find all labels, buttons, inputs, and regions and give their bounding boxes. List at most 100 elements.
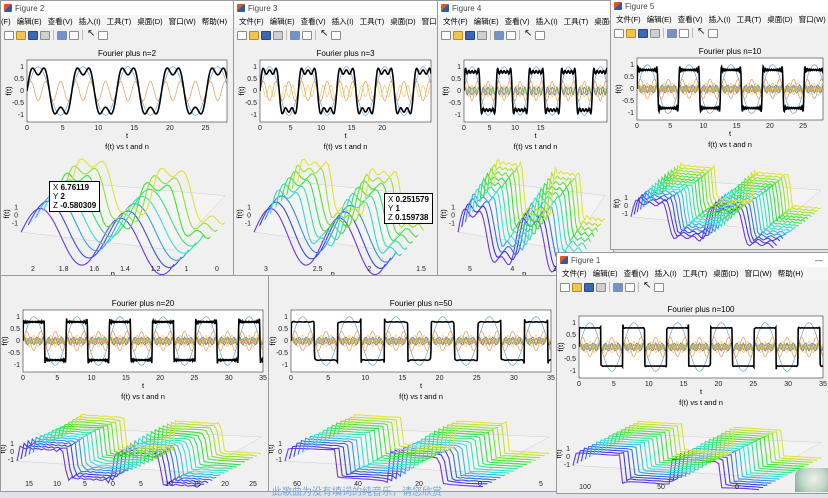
property-editor-icon[interactable] [654,282,664,292]
save-icon[interactable] [261,30,271,40]
menu-item[interactable]: 编辑(E) [592,269,618,278]
menu-item[interactable]: 插入(I) [654,269,677,278]
menu-item[interactable]: 编辑(E) [16,17,42,26]
menu-item[interactable]: 工具(T) [736,15,762,24]
menu-item[interactable]: 窗口(W) [744,269,772,278]
open-icon[interactable] [626,28,636,38]
pointer-icon[interactable] [642,280,652,292]
pointer-icon[interactable] [86,28,96,40]
menu-item[interactable]: 编辑(E) [646,15,672,24]
menu-item[interactable]: 插入(I) [78,17,101,26]
menu-item[interactable]: 查看(V) [504,17,530,26]
data-tip[interactable]: X 6.76119 Y 2 Z -0.580309 [49,181,101,212]
link-plot-icon[interactable] [290,30,300,40]
new-figure-icon[interactable] [441,30,451,40]
data-tip[interactable]: X 0.251579 Y 1 Z 0.159738 [384,193,433,224]
z-tick-label: 1 [14,204,18,211]
new-figure-icon[interactable] [237,30,247,40]
open-icon[interactable] [572,282,582,292]
menu-item[interactable]: 工具(T) [682,269,708,278]
link-plot-icon[interactable] [613,282,623,292]
new-figure-icon[interactable] [614,28,624,38]
menu-item[interactable]: 工具(T) [359,17,385,26]
new-figure-icon[interactable] [560,282,570,292]
open-icon[interactable] [249,30,259,40]
open-icon[interactable] [16,30,26,40]
menu-item[interactable]: 工具(T) [563,17,589,26]
insert-colorbar-icon[interactable] [506,30,516,40]
menu-item[interactable]: 编辑(E) [473,17,499,26]
menu-item[interactable]: 桌面(D) [767,15,793,24]
menu-item[interactable]: 文件(F) [239,17,264,26]
menu-item[interactable]: 帮助(H) [201,17,228,26]
link-plot-icon[interactable] [667,28,677,38]
save-icon[interactable] [584,282,594,292]
pointer-icon[interactable] [696,26,706,38]
link-plot-icon[interactable] [494,30,504,40]
menu-item[interactable]: 查看(V) [677,15,703,24]
new-figure-icon[interactable] [4,30,14,40]
property-editor-icon[interactable] [331,30,341,40]
titlebar[interactable]: Figure 3 [234,1,437,15]
menu-item[interactable]: 文件(F) [0,17,11,26]
menu-item[interactable]: 文件(F) [443,17,468,26]
surface-tick-label: 0 [478,481,482,488]
x-tick-label: 20 [156,375,164,382]
menu-item[interactable]: 工具(T) [106,17,132,26]
menu-item[interactable]: 插入(I) [535,17,558,26]
titlebar[interactable]: Figure 4 [438,1,613,15]
menu-item[interactable]: 编辑(E) [269,17,295,26]
print-icon[interactable] [596,282,606,292]
property-editor-icon[interactable] [708,28,718,38]
property-editor-icon[interactable] [98,30,108,40]
open-icon[interactable] [453,30,463,40]
menu-item[interactable]: 查看(V) [47,17,73,26]
figure-window-5[interactable]: Figure 5 文件(F) 编辑(E) 查看(V) 插入(I) 工具(T) 桌… [610,0,828,250]
figure-window-3[interactable]: Figure 3 文件(F) 编辑(E) 查看(V) 插入(I) 工具(T) 桌… [233,0,438,276]
insert-colorbar-icon[interactable] [302,30,312,40]
titlebar[interactable]: Figure 2 [1,1,233,15]
figure-window-1[interactable]: Figure 1 — 文件(F) 编辑(E) 查看(V) 插入(I) 工具(T) … [556,252,828,494]
menu-item[interactable]: 查看(V) [300,17,326,26]
menu-item[interactable]: 桌面(D) [594,17,613,26]
print-icon[interactable] [477,30,487,40]
save-icon[interactable] [638,28,648,38]
insert-colorbar-icon[interactable] [679,28,689,38]
matlab-logo-icon [237,4,245,12]
figure-window-4[interactable]: Figure 4 文件(F) 编辑(E) 查看(V) 插入(I) 工具(T) 桌… [437,0,614,276]
avatar[interactable] [795,468,828,492]
menu-item[interactable]: 插入(I) [331,17,354,26]
titlebar[interactable]: Figure 5 [611,0,828,13]
z-tick-label: 0 [278,449,282,456]
pointer-icon[interactable] [319,28,329,40]
figure-window-n50[interactable]: Fourier plus n=50 1 0.5 0 -0.5 -1 0 5 10 15 20 25 30… [268,276,558,492]
toolbar [438,28,613,43]
save-icon[interactable] [465,30,475,40]
menu-item[interactable]: 桌面(D) [390,17,416,26]
menu-item[interactable]: 窗口(W) [168,17,196,26]
insert-colorbar-icon[interactable] [69,30,79,40]
link-plot-icon[interactable] [57,30,67,40]
save-icon[interactable] [28,30,38,40]
menu-item[interactable]: 查看(V) [623,269,649,278]
pointer-icon[interactable] [523,28,533,40]
menu-item[interactable]: 帮助(H) [777,269,804,278]
property-editor-icon[interactable] [535,30,545,40]
menu-item[interactable]: 窗口(W) [798,15,826,24]
menu-item[interactable]: 文件(F) [616,15,641,24]
x-tick-label: 5 [61,125,65,132]
figure-window-n20[interactable]: Fourier plus n=20 1 0.5 0 -0.5 -1 0 5 10 15 20 25 30… [0,276,270,492]
titlebar[interactable]: Figure 1 — [557,253,828,267]
menu-item[interactable]: 插入(I) [708,15,731,24]
print-icon[interactable] [650,28,660,38]
menu-item[interactable]: 桌面(D) [137,17,163,26]
insert-colorbar-icon[interactable] [625,282,635,292]
print-icon[interactable] [40,30,50,40]
menu-item[interactable]: 桌面(D) [713,269,739,278]
menu-item[interactable]: 文件(F) [562,269,587,278]
minimize-icon[interactable]: — [815,255,823,265]
print-icon[interactable] [273,30,283,40]
figure-window-2[interactable]: Figure 2 文件(F) 编辑(E) 查看(V) 插入(I) 工具(T) 桌… [0,0,234,276]
menu-item[interactable]: 窗口(W) [421,17,437,26]
